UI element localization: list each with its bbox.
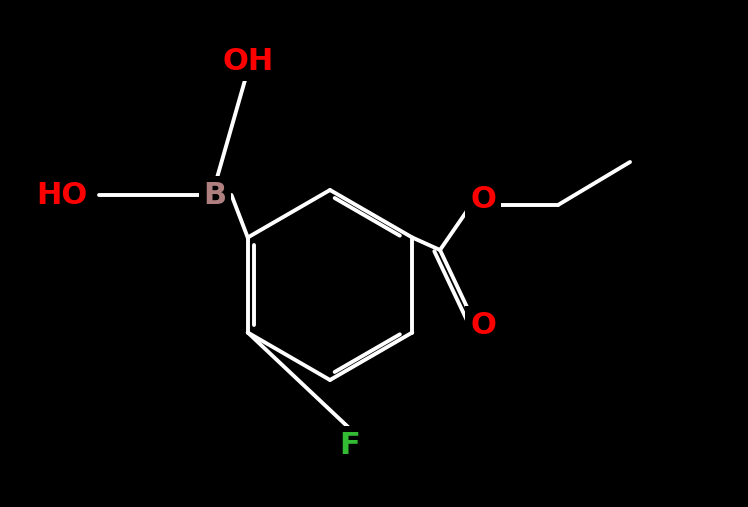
Text: HO: HO (37, 180, 88, 209)
Text: O: O (470, 186, 496, 214)
Text: F: F (340, 430, 361, 459)
Text: B: B (203, 180, 227, 209)
Text: OH: OH (222, 48, 274, 77)
Text: O: O (470, 310, 496, 340)
